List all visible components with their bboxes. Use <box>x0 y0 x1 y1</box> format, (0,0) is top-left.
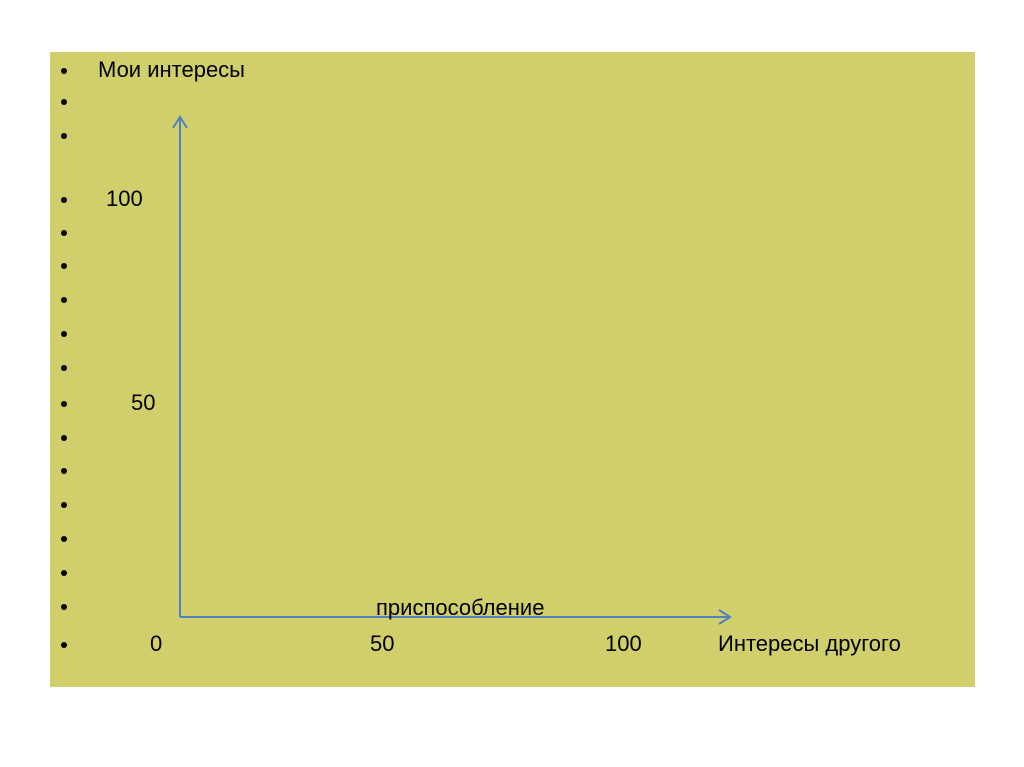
x-label: 50 <box>370 631 394 656</box>
y-label: 50 <box>131 390 155 415</box>
bullet <box>61 401 67 407</box>
x-arrow <box>718 609 732 625</box>
slide <box>50 52 975 687</box>
bullet <box>61 263 67 269</box>
x-label: 100 <box>605 631 642 656</box>
bullet <box>61 435 67 441</box>
bullet <box>61 604 67 610</box>
bullet <box>61 331 67 337</box>
bullet <box>61 502 67 508</box>
bullet <box>61 536 67 542</box>
bullet <box>61 642 67 648</box>
y-arrow <box>172 115 188 129</box>
bullet <box>61 468 67 474</box>
bullet <box>61 197 67 203</box>
x-label: 0 <box>150 631 162 656</box>
region-label: приспособление <box>376 595 544 620</box>
bullets <box>61 68 67 648</box>
bullet <box>61 297 67 303</box>
bullet <box>61 133 67 139</box>
x-axis-title: Интересы другого <box>718 631 901 656</box>
axes <box>172 115 732 625</box>
bullet <box>61 365 67 371</box>
bullet <box>61 68 67 74</box>
bullet <box>61 570 67 576</box>
y-label: 100 <box>106 186 143 211</box>
y-axis-title: Мои интересы <box>98 57 245 82</box>
bullet <box>61 230 67 236</box>
bullet <box>61 99 67 105</box>
